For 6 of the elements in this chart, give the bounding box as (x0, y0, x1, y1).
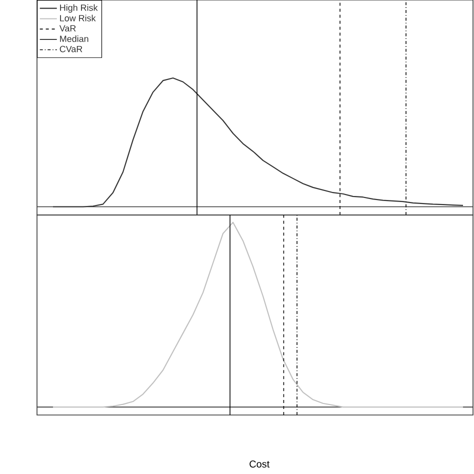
text: Low Risk (60, 14, 96, 22)
text: Median (60, 35, 88, 42)
text: CVaR (60, 46, 82, 52)
x-axis-title: Cost (250, 460, 270, 468)
text: VaR (59, 25, 76, 32)
legend-label: High Risk (60, 4, 98, 13)
